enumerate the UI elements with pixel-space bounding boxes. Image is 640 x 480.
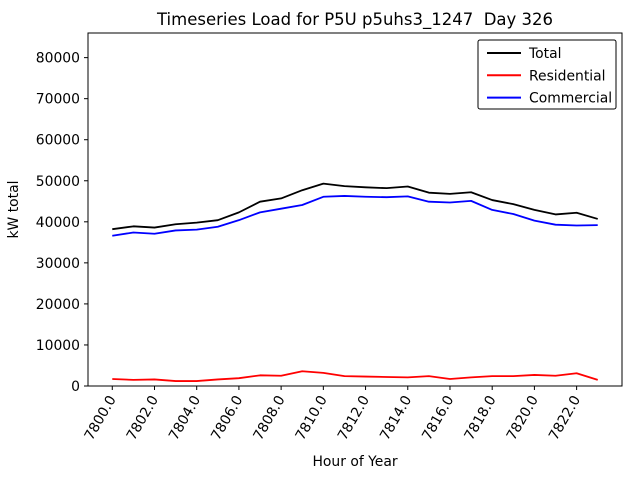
y-tick-label: 80000 [36,51,80,67]
y-tick-label: 30000 [36,256,80,272]
y-tick-label: 40000 [36,215,80,231]
commercial-line [112,195,598,237]
y-tick-label: 60000 [36,133,80,149]
y-axis-ticks: 0 10000 20000 30000 40000 50000 60000 70000 8000… [36,51,88,395]
y-axis-label: kW total [6,181,22,239]
y-tick-label: 10000 [36,338,80,354]
legend: Total Residential Commercial [477,39,617,110]
legend-label-commercial: Commercial [529,91,612,107]
residential-line [112,370,598,382]
series-lines [112,182,598,382]
total-line [112,182,598,231]
axes-border [87,32,623,387]
legend-frame [477,39,617,110]
y-tick-label: 20000 [36,297,80,313]
chart-title: Timeseries Load for P5U p5uhs3_1247 Day … [156,10,553,30]
legend-label-residential: Residential [529,68,606,84]
y-tick-label: 50000 [36,174,80,190]
x-axis-label: Hour of Year [312,454,397,470]
y-tick-label: 0 [71,379,80,395]
legend-label-total: Total [528,46,561,62]
y-tick-label: 70000 [36,92,80,108]
